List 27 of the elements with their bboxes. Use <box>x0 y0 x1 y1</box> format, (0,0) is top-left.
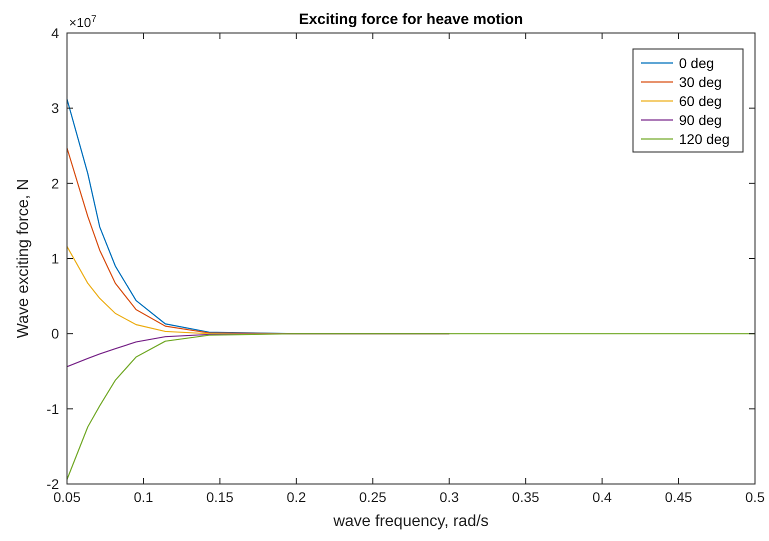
line-series <box>66 333 756 480</box>
x-tick-label: 0.05 <box>53 489 81 505</box>
x-tick-label: 0.3 <box>439 489 460 505</box>
x-tick-label: 0.35 <box>512 489 540 505</box>
x-tick-label: 0.15 <box>206 489 234 505</box>
chart-title: Exciting force for heave motion <box>298 11 524 28</box>
y-tick-label: 2 <box>51 175 60 192</box>
y-tick-label: -2 <box>46 476 60 492</box>
x-tick-label: 0.5 <box>745 489 765 505</box>
y-tick-label: 0 <box>51 326 60 342</box>
x-tick-label: 0.25 <box>359 489 387 505</box>
x-tick-label: 0.45 <box>664 489 692 505</box>
legend-label: 0 deg <box>679 55 714 71</box>
x-axis-title: wave frequency, rad/s <box>332 513 489 530</box>
legend-label: 120 deg <box>679 131 730 147</box>
y-tick-label: 4 <box>51 25 60 41</box>
text: ×10$^{7}$ <box>69 14 96 30</box>
y-tick-label: 3 <box>51 100 60 116</box>
legend-label: 90 deg <box>679 112 722 128</box>
legend-label: 30 deg <box>679 74 722 90</box>
y-tick-label: -1 <box>46 400 60 417</box>
legend-label: 60 deg <box>679 93 722 109</box>
x-tick-label: 0.2 <box>286 489 306 505</box>
y-tick-label: 1 <box>51 250 60 266</box>
y-axis-title: Wave exciting force, N <box>15 178 32 338</box>
x-tick-label: 0.1 <box>134 489 154 505</box>
x-tick-label: 0.4 <box>592 489 612 505</box>
